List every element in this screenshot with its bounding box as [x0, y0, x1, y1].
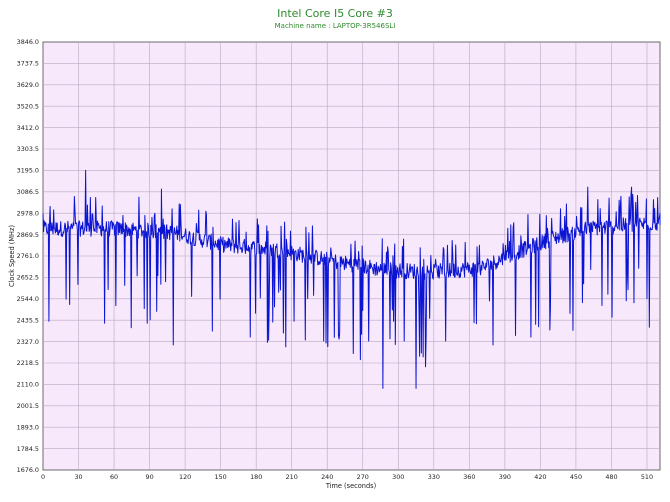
x-tick-label: 180 — [250, 473, 262, 481]
x-tick-label: 390 — [499, 473, 511, 481]
chart-subtitle: Machine name : LAPTOP-3R546SLI — [275, 22, 396, 30]
x-tick-label: 360 — [463, 473, 475, 481]
y-tick-label: 2978.0 — [17, 209, 39, 217]
y-tick-label: 3412.0 — [17, 124, 39, 132]
y-axis-ticks: 1676.0 1784.5 1893.0 2001.5 2110.0 2218.5 2327… — [17, 38, 39, 474]
y-tick-label: 2869.5 — [17, 231, 39, 239]
y-tick-label: 3846.0 — [17, 38, 39, 46]
y-tick-label: 2218.5 — [17, 359, 39, 367]
y-tick-label: 2001.5 — [17, 402, 39, 410]
x-tick-label: 0 — [41, 473, 45, 481]
y-tick-label: 2544.0 — [17, 295, 39, 303]
x-tick-label: 240 — [321, 473, 333, 481]
y-tick-label: 2435.5 — [17, 316, 39, 324]
y-tick-label: 1676.0 — [17, 466, 39, 474]
x-tick-label: 480 — [605, 473, 617, 481]
y-tick-label: 1784.5 — [17, 445, 39, 453]
x-tick-label: 330 — [428, 473, 440, 481]
x-tick-label: 150 — [215, 473, 227, 481]
y-tick-label: 3195.0 — [17, 167, 39, 175]
y-tick-label: 2110.0 — [17, 381, 39, 389]
x-tick-label: 120 — [179, 473, 191, 481]
x-tick-label: 60 — [110, 473, 118, 481]
clock-speed-series-line — [42, 169, 661, 389]
x-tick-label: 90 — [146, 473, 154, 481]
x-tick-label: 510 — [641, 473, 653, 481]
y-tick-label: 1893.0 — [17, 423, 39, 431]
y-axis-label: Clock Speed (MHz) — [8, 225, 16, 287]
y-tick-label: 2761.0 — [17, 252, 39, 260]
x-axis-label: Time (seconds) — [325, 482, 376, 490]
y-tick-label: 3629.0 — [17, 81, 39, 89]
x-tick-label: 270 — [357, 473, 369, 481]
y-tick-label: 3520.5 — [17, 102, 39, 110]
y-tick-label: 3737.5 — [17, 60, 39, 68]
x-tick-label: 420 — [534, 473, 546, 481]
x-tick-label: 300 — [392, 473, 404, 481]
y-tick-label: 2652.5 — [17, 274, 39, 282]
chart-title: Intel Core I5 Core #3 — [277, 7, 393, 20]
x-axis-ticks: 0 30 60 90 120 150 180 210 240 270 300 330 360 390 420… — [41, 473, 653, 481]
y-tick-label: 2327.0 — [17, 338, 39, 346]
y-tick-label: 3303.5 — [17, 145, 39, 153]
y-tick-label: 3086.5 — [17, 188, 39, 196]
x-tick-label: 210 — [286, 473, 298, 481]
x-tick-label: 450 — [570, 473, 582, 481]
x-tick-label: 30 — [74, 473, 82, 481]
